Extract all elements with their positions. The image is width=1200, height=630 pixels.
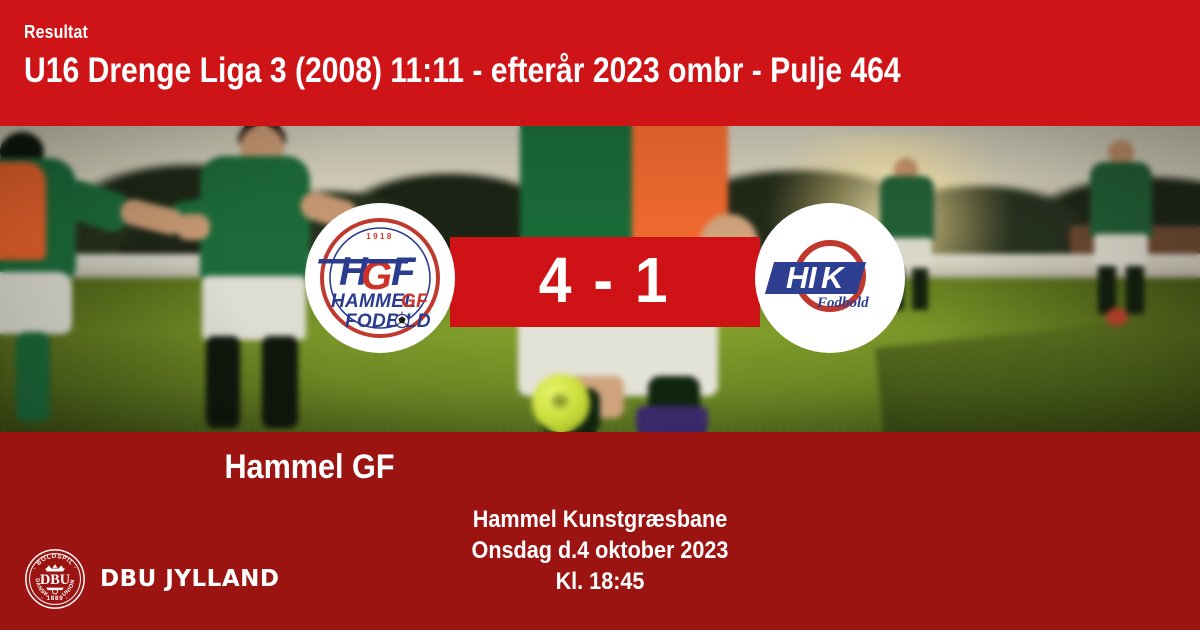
score-band: 4 - 1 [450, 237, 760, 327]
page-title: U16 Drenge Liga 3 (2008) 11:11 - efterår… [24, 51, 901, 90]
crest-founded-year: 1918 [366, 232, 393, 241]
crest-subtitle: Fodbold [816, 295, 869, 311]
svg-text:GF: GF [401, 291, 429, 312]
photo-player-leg [262, 336, 298, 428]
away-team-crest: H I K Fodbold [755, 203, 905, 353]
svg-text:F: F [391, 250, 417, 294]
photo-ball-distant [1106, 308, 1128, 326]
match-venue: Hammel Kunstgræsbane [472, 506, 728, 533]
photo-football-marking [552, 394, 568, 408]
dbu-branding: · BOLDSPIL · DANSK UNION DBU · 1889 · DB… [24, 548, 279, 610]
photo-player-shorts [202, 276, 306, 340]
photo-player-torso [200, 156, 310, 282]
dbu-emblem-icon: · BOLDSPIL · DANSK UNION DBU · 1889 · [25, 549, 85, 609]
crest-monogram-h: H [786, 260, 809, 295]
photo-player-bib [0, 162, 46, 260]
photo-player-leg [1098, 266, 1116, 314]
harlev-ik-crest-icon: H I K Fodbold [764, 240, 869, 312]
photo-player-shorts [0, 272, 72, 334]
match-time: Kl. 18:45 [555, 568, 645, 595]
home-team-name: Hammel GF [224, 448, 395, 486]
photo-player-leg [912, 268, 928, 310]
poster-header: Resultat U16 Drenge Liga 3 (2008) 11:11 … [0, 0, 1200, 126]
photo-player-sock [16, 332, 50, 422]
poster-footer: Hammel GF Harlev IK Hammel Kunstgræsbane… [0, 432, 1200, 630]
dbu-federation-label: DBU JYLLAND [100, 566, 280, 592]
dbu-emblem-year: · 1889 · [41, 595, 69, 602]
away-team-name: Harlev IK [830, 448, 1200, 486]
photo-player-leg [206, 336, 240, 428]
home-team-crest: 1918 H F G HAMMEL GF FODB LD [305, 203, 455, 353]
photo-player-leg [1126, 266, 1144, 314]
photo-foreground-player-boot [636, 406, 708, 432]
photo-player-shorts [1094, 234, 1148, 268]
crest-monogram-k: K [821, 260, 846, 295]
svg-text:FODB: FODB [345, 311, 400, 332]
dbu-emblem-monogram: DBU [40, 572, 70, 588]
photo-player-torso [1090, 162, 1152, 238]
photo-player-hand [176, 214, 210, 240]
score-value: 4 - 1 [539, 244, 671, 316]
header-kicker: Resultat [24, 22, 88, 42]
match-date: Onsdag d.4 oktober 2023 [471, 537, 729, 564]
hammel-gf-crest-icon: 1918 H F G HAMMEL GF FODB LD [317, 218, 440, 338]
match-details: Hammel Kunstgræsbane Onsdag d.4 oktober … [0, 504, 1200, 597]
team-names-row: Hammel GF Harlev IK [0, 448, 1200, 486]
